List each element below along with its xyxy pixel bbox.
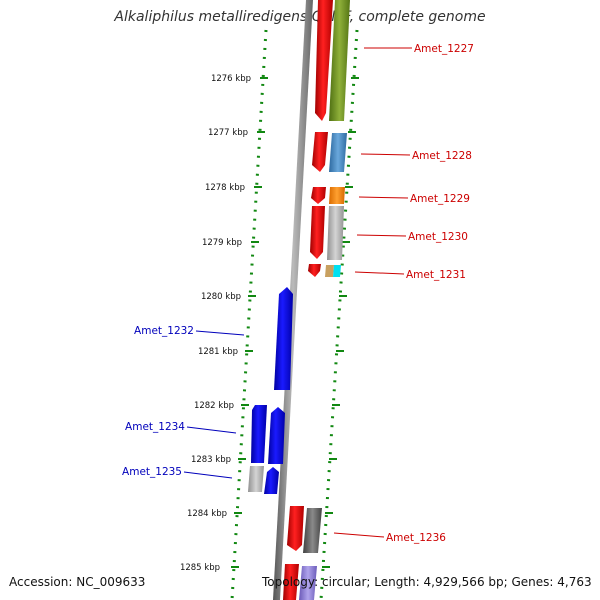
scale-label: 1279 kbp — [202, 238, 242, 248]
topology-text: Topology: circular; Length: 4,929,566 bp… — [262, 575, 592, 589]
gene-label[interactable]: Amet_1235 — [122, 466, 182, 478]
leader-line — [195, 330, 245, 336]
map-title: Alkaliphilus metalliredigens QYMF, compl… — [114, 9, 486, 25]
scale-label: 1282 kbp — [194, 401, 234, 411]
gene-arrow-forward — [315, 0, 333, 121]
leader-line — [354, 271, 405, 275]
cog-boxes — [248, 0, 350, 600]
cog-box-lavender — [299, 566, 317, 600]
scale-label: 1276 kbp — [211, 74, 251, 84]
gene-arrow-reverse — [268, 407, 285, 464]
cog-box-lightgray — [248, 466, 264, 492]
gene-arrow-reverse — [264, 467, 279, 494]
reverse-strand-genes — [251, 287, 293, 494]
cog-box-steelblue — [329, 133, 347, 172]
gene-label[interactable]: Amet_1229 — [410, 193, 470, 205]
gene-label[interactable]: Amet_1231 — [406, 269, 466, 281]
leader-line — [183, 471, 233, 479]
gene-arrow-forward — [312, 132, 328, 172]
gene-label[interactable]: Amet_1232 — [134, 325, 194, 337]
gene-arrow-forward — [283, 564, 299, 600]
scale-label: 1280 kbp — [201, 292, 241, 302]
leader-line — [356, 234, 407, 237]
leader-line — [186, 426, 237, 434]
gene-label[interactable]: Amet_1234 — [125, 421, 185, 433]
gene-label[interactable]: Amet_1228 — [412, 150, 472, 162]
forward-strand-genes — [283, 0, 333, 600]
scale-label: 1283 kbp — [191, 455, 231, 465]
scale-label: 1284 kbp — [187, 509, 227, 519]
gene-arrow-forward — [308, 264, 321, 277]
gene-label[interactable]: Amet_1230 — [408, 231, 468, 243]
cog-box-orange — [329, 187, 345, 204]
scale-guide-left — [230, 29, 268, 600]
gene-arrow-forward — [310, 206, 325, 259]
scale-label: 1278 kbp — [205, 183, 245, 193]
leader-line — [358, 196, 409, 199]
scale-label: 1285 kbp — [180, 563, 220, 573]
gene-arrow-forward — [311, 187, 326, 204]
gene-arrow-reverse — [251, 405, 267, 463]
cog-box-cyan — [333, 265, 341, 277]
scale-label: 1281 kbp — [198, 347, 238, 357]
cog-box-darkgray — [303, 508, 322, 553]
gene-label[interactable]: Amet_1227 — [414, 43, 474, 55]
scale-label: 1277 kbp — [208, 128, 248, 138]
scale-ticks-right — [322, 77, 359, 568]
cog-box-tan — [325, 265, 334, 277]
leader-line — [360, 153, 411, 156]
accession-text: Accession: NC_009633 — [9, 575, 146, 589]
cog-box-olive — [329, 0, 350, 121]
gene-arrow-forward — [287, 506, 304, 551]
cog-box-gray — [327, 206, 344, 260]
gene-arrow-reverse — [274, 287, 293, 390]
scale-ticks-left — [231, 77, 268, 568]
leader-line — [333, 532, 385, 538]
gene-label[interactable]: Amet_1236 — [386, 532, 446, 544]
